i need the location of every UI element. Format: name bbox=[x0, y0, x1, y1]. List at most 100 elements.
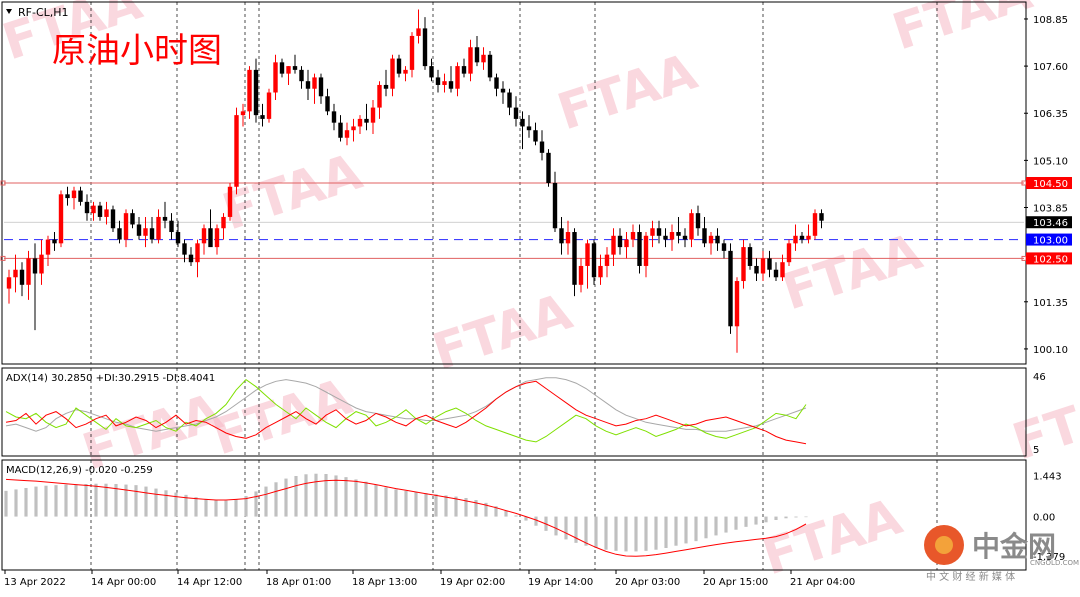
candle-body bbox=[487, 54, 493, 78]
candle-body bbox=[208, 228, 213, 248]
candle-body bbox=[702, 228, 707, 244]
macd-bar bbox=[294, 476, 298, 517]
candle-body bbox=[695, 213, 701, 229]
candle-body bbox=[344, 130, 350, 138]
candle-body bbox=[39, 254, 44, 274]
chart-title: RF-CL,H1 bbox=[18, 6, 69, 19]
candle-body bbox=[234, 115, 239, 187]
macd-bar bbox=[694, 516, 698, 542]
candle-body bbox=[455, 66, 460, 89]
candle-body bbox=[338, 122, 343, 138]
candle-body bbox=[188, 254, 194, 263]
candle-body bbox=[45, 239, 51, 255]
candle-body bbox=[266, 92, 272, 119]
macd-bar bbox=[314, 473, 318, 517]
macd-bar bbox=[584, 516, 588, 546]
y-tick-label: 107.60 bbox=[1033, 62, 1068, 73]
macd-bar bbox=[144, 486, 148, 517]
macd-bar bbox=[34, 486, 38, 517]
candle-body bbox=[390, 58, 395, 89]
candle-body bbox=[214, 228, 220, 248]
y-tick-label: 106.35 bbox=[1033, 109, 1068, 120]
macd-bar bbox=[304, 474, 308, 517]
macd-bar bbox=[764, 516, 768, 523]
level-anchor bbox=[0, 180, 6, 186]
macd-bar bbox=[354, 479, 358, 517]
macd-bar bbox=[504, 510, 508, 517]
candle-body bbox=[494, 77, 499, 89]
macd-signal-line bbox=[5, 478, 807, 557]
candle-body bbox=[416, 28, 421, 36]
watermark-text: FTAA bbox=[886, 0, 1039, 61]
candle-body bbox=[676, 232, 681, 236]
macd-bar bbox=[284, 478, 288, 517]
macd-bar bbox=[804, 516, 808, 518]
y-axis-ticks: 108.85 107.60 106.35 105.10 103.85 101.35 100.… bbox=[1024, 15, 1068, 563]
candle-body bbox=[13, 269, 18, 278]
x-tick-label: 13 Apr 2022 bbox=[4, 577, 66, 588]
macd-bar bbox=[654, 516, 658, 550]
candle-body bbox=[351, 126, 356, 131]
candle-body bbox=[104, 209, 109, 217]
candle-body bbox=[715, 235, 720, 244]
candle-body bbox=[565, 232, 571, 244]
macd-bar bbox=[624, 516, 628, 552]
x-tick-label: 18 Apr 01:00 bbox=[266, 577, 331, 588]
candle-body bbox=[26, 258, 31, 285]
candle-body bbox=[143, 228, 148, 236]
candle-body bbox=[123, 213, 129, 240]
adx-y-tick-label: 5 bbox=[1033, 445, 1039, 456]
candle-body bbox=[780, 262, 785, 278]
macd-bar bbox=[184, 494, 188, 517]
candle-body bbox=[442, 81, 447, 85]
candle-body bbox=[507, 92, 512, 108]
adx-lines bbox=[5, 377, 807, 445]
candle-body bbox=[136, 224, 142, 236]
candle-body bbox=[624, 239, 629, 248]
x-tick-label: 19 Apr 14:00 bbox=[528, 577, 593, 588]
candle-body bbox=[149, 228, 155, 240]
candle-body bbox=[32, 258, 38, 274]
macd-bar bbox=[484, 502, 488, 517]
macd-y-tick-label: 1.443 bbox=[1033, 471, 1062, 482]
chart-menu-triangle-icon[interactable] bbox=[6, 9, 12, 14]
candle-body bbox=[247, 69, 252, 112]
macd-bar bbox=[114, 484, 118, 517]
y-tick-label: 101.35 bbox=[1033, 298, 1068, 309]
candle-body bbox=[617, 235, 623, 248]
macd-bar bbox=[534, 516, 538, 526]
candle-body bbox=[747, 247, 753, 266]
adx-series-di bbox=[5, 378, 807, 443]
macd-bar bbox=[464, 498, 468, 517]
candle-body bbox=[403, 69, 408, 74]
macd-bar bbox=[794, 516, 798, 518]
logo-name: 中金网 bbox=[972, 530, 1056, 563]
x-tick-label: 19 Apr 02:00 bbox=[440, 577, 505, 588]
candle-body bbox=[58, 194, 64, 244]
macd-bar bbox=[234, 499, 238, 517]
candle-body bbox=[689, 213, 694, 240]
macd-bar bbox=[174, 492, 178, 517]
macd-bar bbox=[524, 516, 528, 521]
candle-body bbox=[286, 66, 291, 74]
candle-body bbox=[728, 250, 733, 327]
candle-body bbox=[812, 213, 818, 236]
macd-bar bbox=[384, 487, 388, 517]
level-tag: 104.50 bbox=[1033, 179, 1068, 190]
candle-body bbox=[422, 28, 428, 67]
macd-bar bbox=[134, 485, 138, 517]
macd-bar bbox=[594, 516, 598, 548]
macd-bar bbox=[424, 493, 428, 517]
macd-bar bbox=[274, 482, 278, 517]
candle-body bbox=[65, 194, 70, 199]
macd-bar bbox=[154, 488, 158, 517]
macd-bar bbox=[324, 474, 328, 517]
price-levels: 104.50 103.00 102.50 103.46 bbox=[0, 177, 1072, 265]
macd-bar bbox=[264, 486, 268, 517]
macd-bar bbox=[514, 515, 518, 517]
candle-body bbox=[357, 118, 363, 127]
macd-bar bbox=[604, 516, 608, 550]
candle-body bbox=[552, 183, 558, 229]
macd-bar bbox=[24, 488, 28, 517]
